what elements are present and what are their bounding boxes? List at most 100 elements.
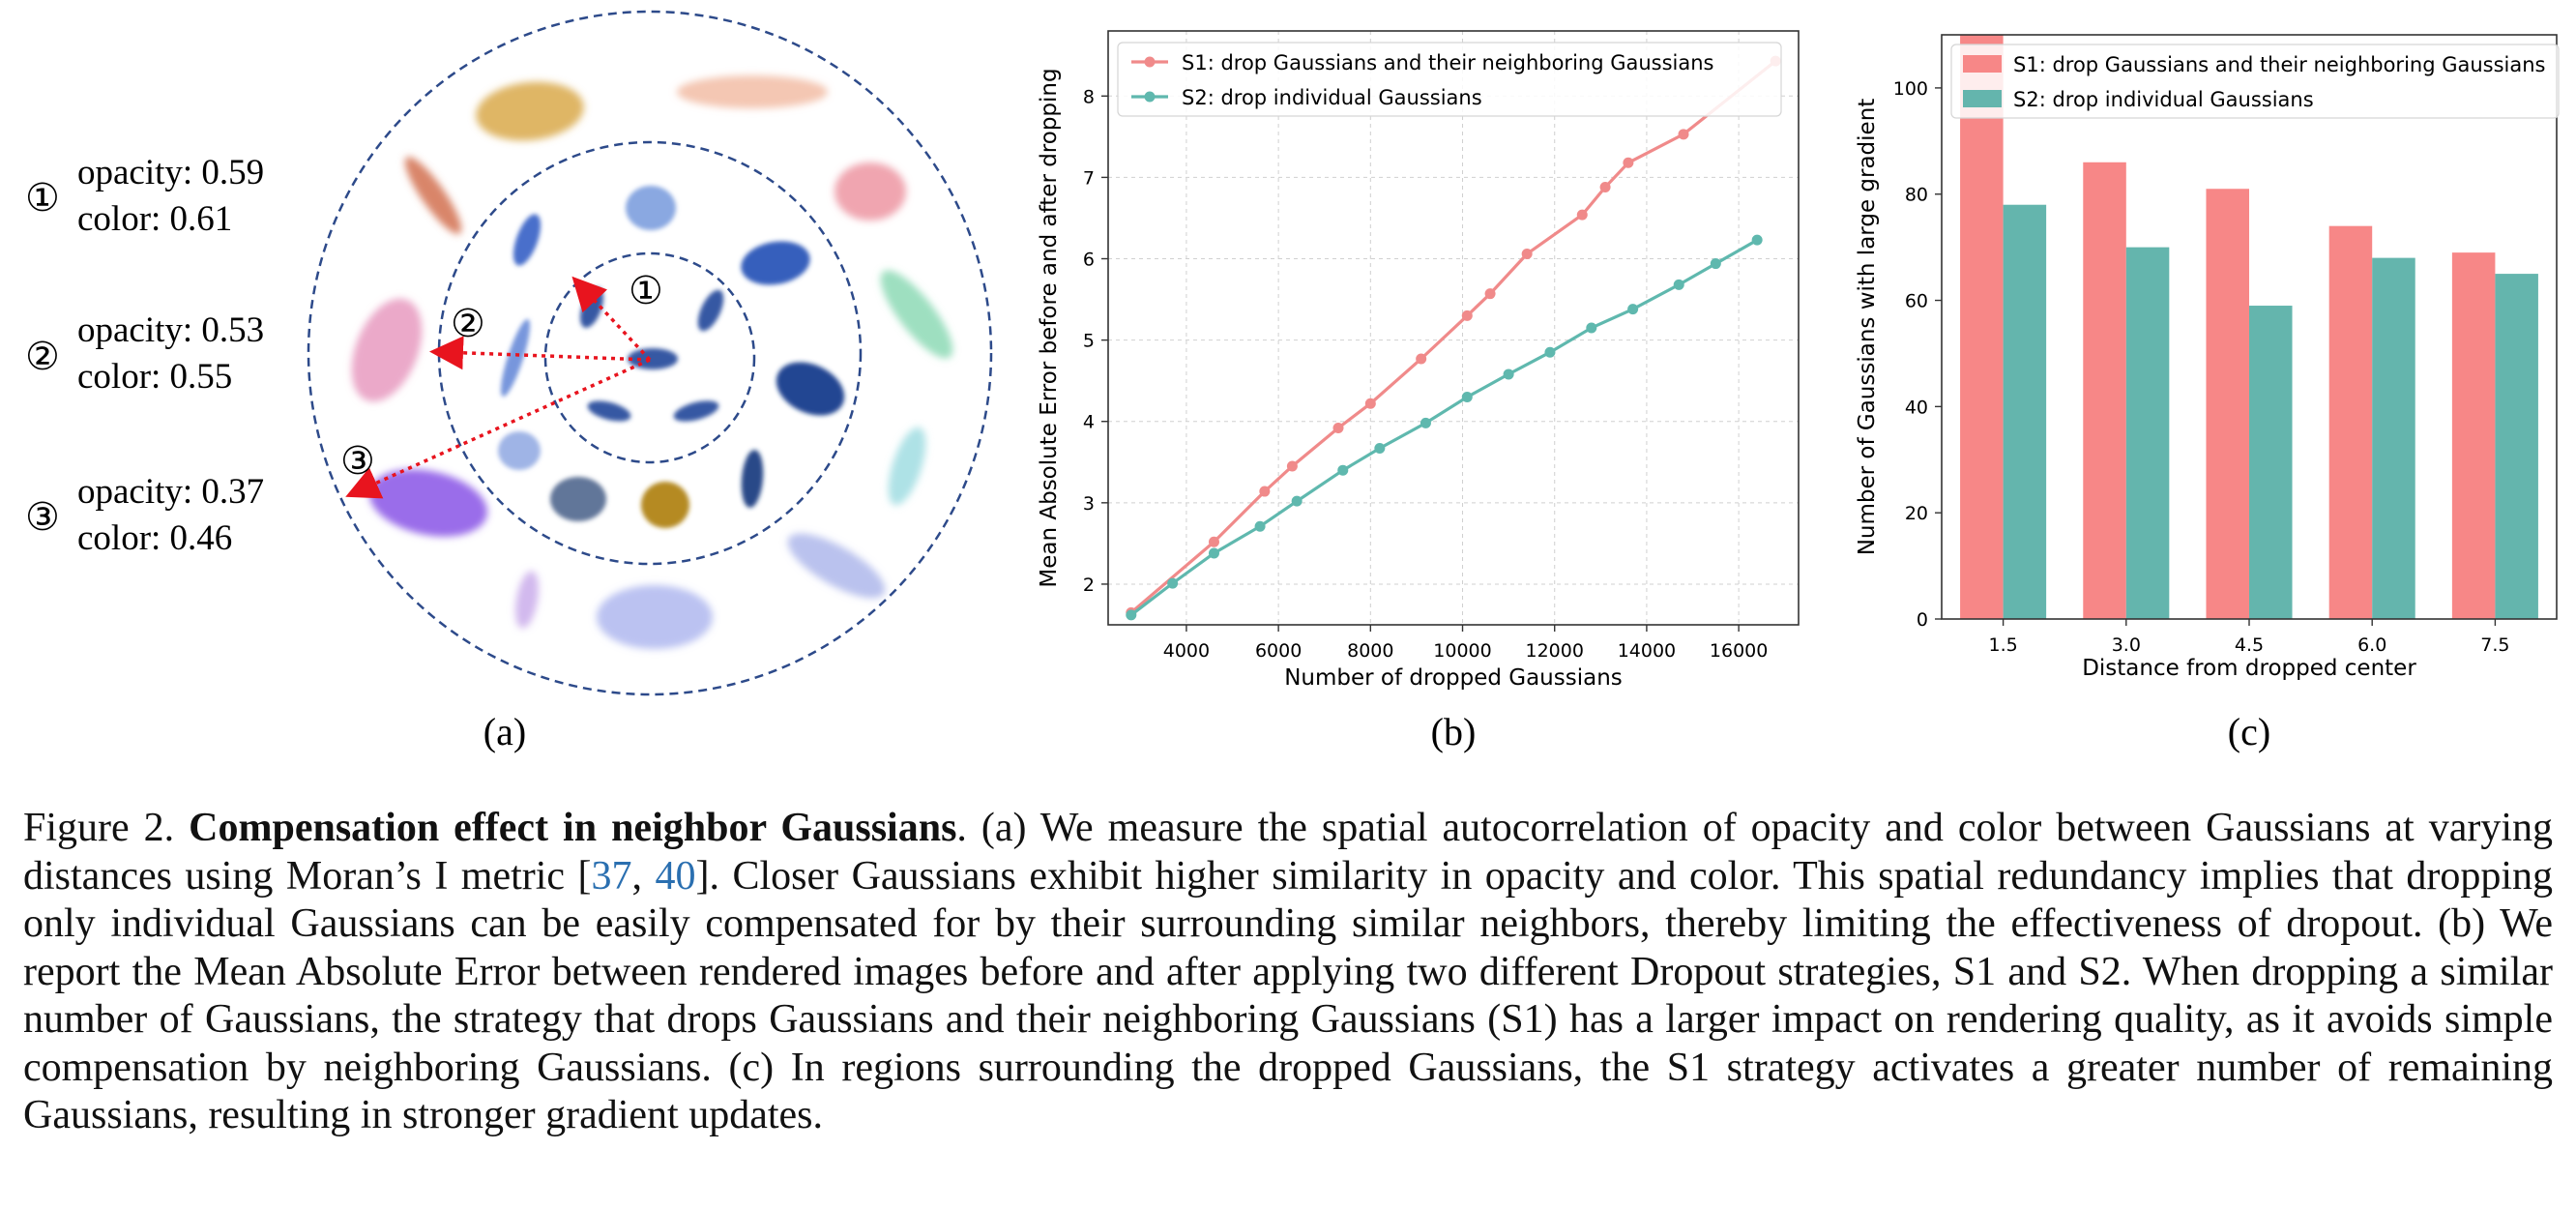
panel-c-bar-chart: 1.5 3.0 4.5 6.0 7.5 0 20 40 60 80 100 S1: drop Gau…	[1818, 0, 2576, 774]
citation-link-37[interactable]: 37	[591, 853, 632, 899]
annotation-2: ② opacity: 0.53 color: 0.55	[25, 310, 264, 397]
data-point-s1	[1521, 248, 1533, 259]
x-tick-label: 4.5	[2235, 634, 2264, 656]
x-tick-label: 4000	[1163, 640, 1210, 662]
data-point-s1	[1286, 460, 1298, 472]
caption-title: Compensation effect in neighbor Gaussian…	[189, 806, 957, 850]
y-tick-label: 5	[1083, 331, 1095, 352]
citation-link-40[interactable]: 40	[655, 853, 696, 899]
legend: S1: drop Gaussians and their neighboring…	[1117, 42, 1782, 117]
x-tick-label: 12000	[1525, 640, 1583, 662]
opacity-value: opacity: 0.59	[77, 153, 264, 192]
legend-label: S1: drop Gaussians and their neighboring…	[1182, 51, 1714, 74]
x-tick-label: 1.5	[1988, 634, 2017, 656]
legend-swatch	[1963, 55, 2002, 73]
data-point-s2	[1167, 577, 1179, 589]
panel-label-c: (c)	[2228, 710, 2270, 753]
y-tick-label: 3	[1083, 493, 1095, 515]
bar-s1-4.5	[2206, 189, 2249, 619]
data-point-s2	[1461, 391, 1473, 402]
series-line-s1	[1129, 59, 1777, 614]
outer-gaussians	[351, 75, 953, 649]
outer-ring	[307, 10, 993, 696]
panel-a-illustration: ① ② ③ ① opacity: 0.59 color: 0.61 ② opac…	[0, 0, 1025, 774]
series-lines	[1126, 55, 1781, 621]
data-point-s1	[1332, 422, 1344, 433]
y-tick-label: 4	[1083, 412, 1095, 433]
ring-marker-3: ③	[340, 439, 375, 483]
legend-marker	[1144, 56, 1156, 68]
color-value: color: 0.46	[77, 518, 232, 558]
legend-swatch	[1963, 90, 2002, 107]
y-axis-label: Mean Absolute Error before and after dro…	[1037, 68, 1062, 587]
plot-frame	[1941, 34, 2558, 620]
data-point-s1	[1259, 486, 1271, 497]
bar-s1-1.5	[1960, 35, 2004, 619]
data-point-s1	[1364, 398, 1376, 409]
data-point-s1	[1678, 129, 1689, 140]
x-tick-label: 6.0	[2357, 634, 2386, 656]
opacity-value: opacity: 0.53	[77, 310, 264, 350]
middle-gaussians	[498, 186, 845, 528]
x-tick-label: 7.5	[2480, 634, 2509, 656]
y-tick-label: 0	[1917, 609, 1928, 631]
data-point-s2	[1374, 442, 1386, 454]
panel-label-b: (b)	[1431, 710, 1477, 753]
x-tick-label: 6000	[1255, 640, 1302, 662]
annotation-marker: ①	[25, 176, 60, 220]
x-tick-label: 14000	[1618, 640, 1676, 662]
caption-text-2: ]. Closer Gaussians exhibit higher simil…	[23, 853, 2554, 1138]
data-point-s2	[1751, 234, 1763, 246]
caption-figure-number: Figure 2.	[23, 806, 175, 850]
y-tick-label: 6	[1083, 250, 1095, 271]
data-point-s2	[1627, 304, 1639, 315]
caption-text-1: . (a) We measure the spatial autocorrela…	[23, 806, 2554, 899]
data-point-s2	[1673, 279, 1684, 290]
legend-marker	[1144, 91, 1156, 103]
y-tick-label: 80	[1905, 185, 1928, 206]
figure-caption: Figure 2. Compensation effect in neighbo…	[23, 805, 2553, 1140]
data-point-s2	[1254, 520, 1266, 532]
axis-ticks: 1.5 3.0 4.5 6.0 7.5 0 20 40 60 80 100	[1893, 78, 2510, 656]
data-point-s2	[1291, 495, 1303, 507]
data-point-s1	[1484, 288, 1496, 300]
bar-s2-3.0	[2125, 247, 2170, 620]
y-axis-label: Number of Gaussians with large gradient	[1855, 99, 1880, 556]
data-point-s2	[1126, 609, 1137, 621]
panel-a-svg: ① ② ③ ① opacity: 0.59 color: 0.61 ② opac…	[25, 10, 993, 753]
data-point-s2	[1503, 369, 1514, 380]
middle-ring	[437, 140, 863, 566]
y-tick-label: 100	[1893, 78, 1928, 100]
opacity-value: opacity: 0.37	[77, 472, 264, 512]
data-point-s1	[1623, 157, 1634, 168]
data-point-s1	[1576, 209, 1588, 221]
y-tick-label: 2	[1083, 575, 1095, 596]
legend: S1: drop Gaussians and their neighboring…	[1950, 44, 2560, 119]
axis-ticks: 4000 6000 8000 10000 12000 14000 16000 2 3 4 5 6 7 8	[1083, 86, 1768, 662]
data-point-s2	[1710, 258, 1721, 270]
x-axis-label: Distance from dropped center	[2082, 656, 2416, 681]
bar-s1-6.0	[2328, 225, 2373, 619]
annotation-3: ③ opacity: 0.37 color: 0.46	[25, 472, 264, 558]
y-tick-label: 40	[1905, 397, 1928, 418]
data-point-s1	[1599, 181, 1611, 192]
distance-arrows	[345, 276, 652, 499]
plot-frame	[1107, 30, 1800, 626]
bars	[1960, 35, 2538, 620]
bar-s1-3.0	[2083, 162, 2126, 620]
annotation-1: ① opacity: 0.59 color: 0.61	[25, 153, 264, 239]
ring-marker-2: ②	[451, 302, 485, 345]
data-point-s1	[1416, 353, 1427, 365]
bar-s2-7.5	[2495, 274, 2538, 619]
y-tick-label: 7	[1083, 167, 1095, 189]
grid-lines	[1108, 31, 1799, 625]
x-tick-label: 16000	[1710, 640, 1768, 662]
data-point-s2	[1420, 417, 1431, 428]
legend-label: S1: drop Gaussians and their neighboring…	[2013, 53, 2546, 76]
x-tick-label: 8000	[1347, 640, 1393, 662]
legend-box	[1950, 44, 2560, 119]
series-line-s2	[1129, 238, 1758, 617]
data-point-s1	[1461, 310, 1473, 321]
data-point-s2	[1544, 346, 1556, 358]
legend-label: S2: drop individual Gaussians	[1182, 86, 1482, 109]
